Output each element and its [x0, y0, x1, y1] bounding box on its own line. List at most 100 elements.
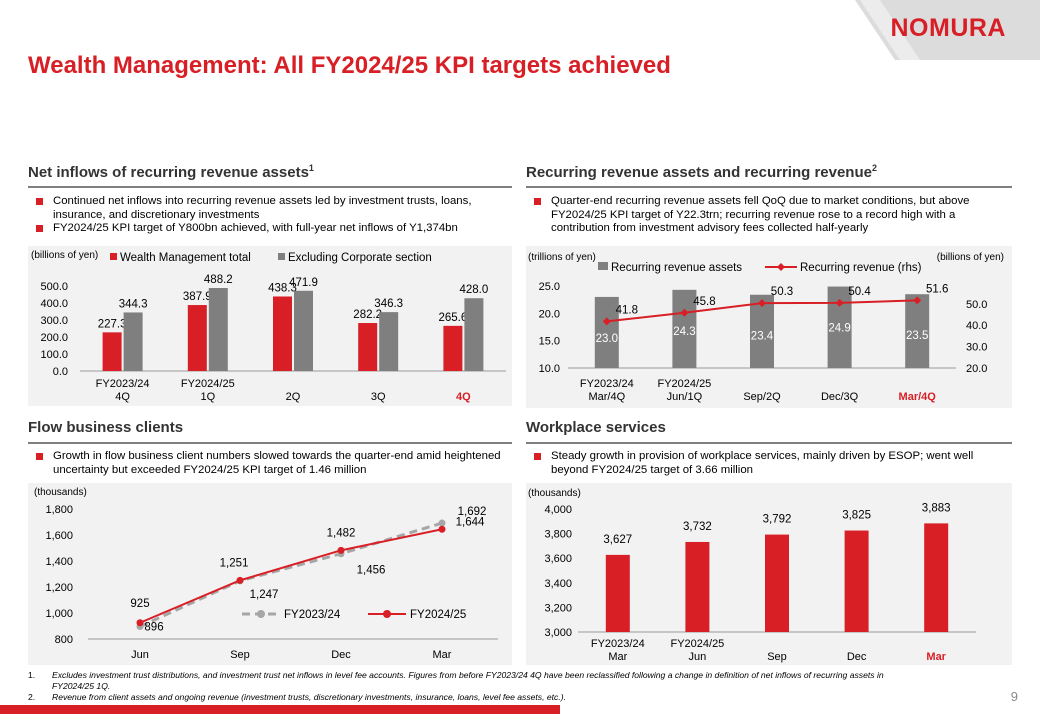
x-tick-label: 4Q — [115, 391, 130, 403]
page-number: 9 — [1010, 689, 1018, 704]
y2-tick-label: 20.0 — [966, 363, 987, 375]
legend-label: Recurring revenue assets — [611, 262, 742, 274]
legend-swatch — [598, 262, 608, 270]
y2-axis-unit-label: (billions of yen) — [937, 252, 1004, 263]
bullet-item: Steady growth in provision of workplace … — [526, 450, 1012, 477]
data-label: 438.3 — [268, 282, 297, 294]
x-tick-label: Dec — [331, 649, 351, 661]
bar — [594, 296, 619, 368]
y-tick-label: 3,800 — [544, 529, 572, 541]
x-tick-label: Dec/3Q — [821, 391, 859, 403]
data-label: 3,732 — [683, 521, 712, 533]
bar — [905, 294, 930, 368]
legend-label: Wealth Management total — [120, 252, 251, 264]
footnote-number: 1. — [28, 670, 36, 680]
net-inflows-bullets: Continued net inflows into recurring rev… — [28, 195, 512, 236]
bar — [358, 323, 378, 371]
footnote-marker: 2 — [871, 163, 877, 173]
y-tick-label: 0.0 — [53, 366, 68, 378]
legend-swatch — [278, 253, 285, 260]
data-label: 387.9 — [183, 291, 212, 303]
data-label: 488.2 — [204, 274, 233, 286]
bar-data-label: 24.9 — [828, 323, 850, 335]
x-tick-label: Jun — [689, 651, 707, 663]
footnote: 1. Excludes investment trust distribution… — [28, 670, 928, 692]
x-tick-label: 1Q — [200, 391, 215, 403]
line-marker — [758, 299, 766, 308]
series-line — [139, 521, 443, 628]
x-tick-label: Jun — [131, 649, 149, 661]
logo-band — [855, 0, 1040, 60]
footnote-text: Excludes investment trust distributions,… — [52, 670, 884, 691]
series-line — [139, 528, 443, 624]
legend-label: Recurring revenue (rhs) — [800, 262, 922, 274]
bar — [273, 296, 292, 371]
line-marker — [602, 317, 611, 326]
x-tick-label: Mar — [926, 651, 946, 663]
line-data-label: 45.8 — [693, 296, 715, 308]
page-title: Wealth Management: All FY2024/25 KPI tar… — [28, 52, 671, 79]
bullet-item: Quarter-end recurring revenue assets fel… — [526, 195, 1012, 236]
y-tick-label: 1,200 — [45, 582, 73, 594]
flow-chart: (thousands) 1,800 1,600 1,400 1,200 1,000 800 J… — [34, 487, 498, 661]
line-data-label: 41.8 — [616, 304, 638, 316]
legend-label: Excluding Corporate section — [288, 252, 432, 264]
net-inflows-chart: (billions of yen) Wealth Management total… — [31, 250, 506, 403]
nomura-logo: NOMURA — [890, 14, 1006, 42]
y-tick-label: 1,000 — [45, 608, 73, 620]
bar — [464, 298, 484, 371]
recurring-chart: (trillions of yen) (billions of yen) Recur… — [528, 252, 1004, 403]
x-tick-label: Dec — [847, 651, 867, 663]
line-marker — [337, 546, 345, 554]
y-tick-label: 25.0 — [539, 281, 560, 293]
line-marker — [136, 619, 144, 627]
data-label: 925 — [130, 598, 149, 610]
y-axis-unit-label: (trillions of yen) — [528, 252, 596, 263]
legend-marker — [257, 610, 265, 618]
y-tick-label: 500.0 — [40, 281, 68, 293]
bar-data-label: 24.3 — [673, 326, 695, 338]
data-label: 3,883 — [922, 502, 951, 514]
x-tick-label: 3Q — [371, 391, 386, 403]
data-label: 282.2 — [353, 309, 382, 321]
data-label: 3,825 — [842, 510, 871, 522]
data-label: 3,792 — [763, 514, 792, 526]
x-tick-label: Sep/2Q — [743, 391, 781, 403]
x-tick-label: Sep — [230, 649, 250, 661]
y-tick-label: 3,400 — [544, 578, 572, 590]
x-tick-label: Sep — [767, 651, 787, 663]
y-tick-label: 1,800 — [45, 504, 73, 516]
recurring-bullets: Quarter-end recurring revenue assets fel… — [526, 195, 1012, 236]
recurring-chart-panel: (trillions of yen) (billions of yen) Recur… — [526, 246, 1012, 408]
y-tick-label: 3,200 — [544, 602, 572, 614]
x-tick-label: FY2023/24 — [96, 378, 150, 390]
section-divider — [526, 442, 1012, 444]
data-label: 1,456 — [357, 565, 386, 577]
line-data-label: 50.4 — [848, 286, 871, 298]
y-axis-unit-label: (billions of yen) — [31, 250, 98, 261]
bar — [208, 288, 228, 371]
workplace-chart: (thousands) 4,000 3,800 3,600 3,400 3,200 3,00… — [528, 488, 976, 663]
flow-bullets: Growth in flow business client numbers s… — [28, 450, 512, 477]
net-inflows-chart-panel: (billions of yen) Wealth Management total… — [28, 246, 512, 406]
x-tick-label: FY2023/24 — [580, 378, 634, 390]
footnote: 2. Revenue from client assets and ongoing… — [28, 692, 928, 703]
x-tick-label: Mar — [608, 651, 627, 663]
section-title-recurring: Recurring revenue assets and recurring r… — [526, 163, 877, 181]
section-title-text: Recurring revenue assets and recurring r… — [526, 164, 872, 181]
x-tick-label: FY2024/25 — [181, 378, 235, 390]
x-tick-label: Jun/1Q — [667, 391, 703, 403]
footnotes: 1. Excludes investment trust distribution… — [28, 670, 928, 703]
line-marker — [438, 519, 446, 527]
data-label: 471.9 — [289, 277, 318, 289]
line-marker — [680, 308, 689, 317]
data-label: 344.3 — [119, 298, 148, 310]
bar — [685, 541, 710, 632]
y2-tick-label: 50.0 — [966, 299, 987, 311]
y-tick-label: 10.0 — [539, 363, 560, 375]
y-axis-unit-label: (thousands) — [528, 488, 581, 499]
y-tick-label: 15.0 — [539, 336, 560, 348]
data-label: 1,251 — [220, 557, 249, 569]
data-label: 346.3 — [374, 298, 403, 310]
footnote-marker: 1 — [308, 163, 314, 173]
